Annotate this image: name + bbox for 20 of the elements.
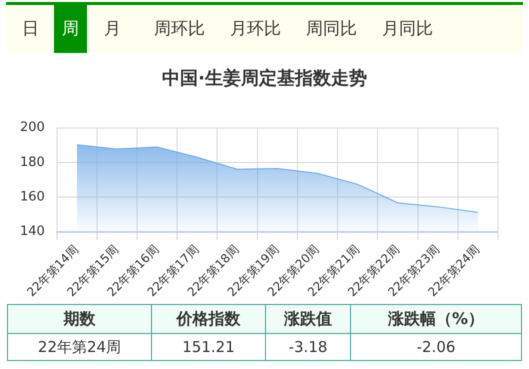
text: 周同比 bbox=[305, 18, 358, 41]
text: 周环比 bbox=[153, 18, 206, 41]
text: 22年第24周 bbox=[7, 333, 152, 361]
chart-title: 中国·生姜周定基指数走势 bbox=[161, 67, 368, 90]
text: 价格指数 bbox=[152, 304, 266, 333]
text: -3.18 bbox=[266, 333, 351, 361]
text: 月 bbox=[103, 18, 122, 41]
text: -2.06 bbox=[351, 333, 522, 361]
text: 期数 bbox=[7, 304, 152, 333]
text: 日 bbox=[21, 18, 40, 41]
text: 月同比 bbox=[381, 18, 434, 41]
text: 周 bbox=[54, 5, 87, 53]
text: 151.21 bbox=[152, 333, 266, 361]
text: 涨跌幅（%） bbox=[351, 304, 522, 333]
y-tick-label: 140 bbox=[20, 224, 45, 240]
y-tick-label: 180 bbox=[20, 154, 45, 170]
text: 涨跌值 bbox=[266, 304, 351, 333]
y-tick-label: 160 bbox=[20, 189, 45, 204]
text: 月环比 bbox=[229, 18, 282, 41]
y-tick-label: 200 bbox=[20, 120, 45, 136]
